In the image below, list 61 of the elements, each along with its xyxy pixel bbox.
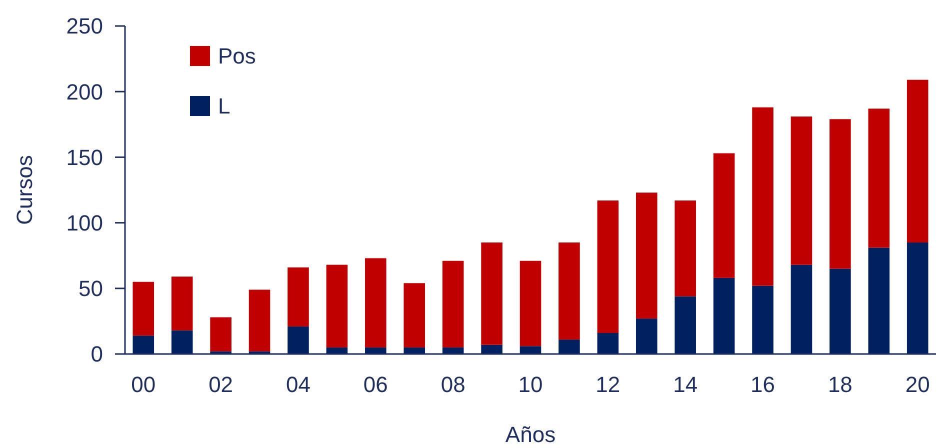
x-tick-label: 14 [673,372,698,397]
y-tick-label: 0 [90,342,103,367]
bar [365,258,386,348]
bar [790,264,812,354]
bar [171,330,193,354]
bar [713,153,735,278]
bar [442,347,464,354]
x-tick-label: 10 [518,372,543,397]
bar [830,119,851,269]
bar [752,286,774,354]
bar [210,317,232,352]
x-tick-label: 18 [828,372,852,397]
bar [752,107,774,286]
bar [868,248,890,354]
bar [636,318,658,354]
bar [481,344,502,354]
bar [132,336,154,354]
bar [404,347,426,354]
y-tick-label: 50 [78,276,103,302]
bar [597,200,619,334]
bar [365,347,386,354]
bar [597,333,619,354]
bar [906,242,928,354]
bar [558,340,580,354]
x-tick-label: 20 [905,372,930,397]
bar [674,296,696,354]
x-tick-label: 02 [208,372,234,397]
bar [326,347,348,354]
bar [520,260,542,346]
y-tick-label: 200 [66,79,103,104]
x-axis-title: Años [505,422,556,447]
y-tick-label: 250 [66,14,103,39]
legend-label: Pos [218,44,256,69]
x-tick-label: 04 [286,372,310,397]
bar [636,192,658,319]
bar [906,80,928,242]
bar [171,276,193,330]
x-tick-label: 00 [131,372,156,397]
bar [132,282,154,336]
bar [830,268,851,354]
x-tick-label: 06 [363,372,388,397]
y-axis-title: Cursos [12,155,37,225]
bar [288,267,309,326]
bar [558,242,580,340]
legend-label: L [218,94,230,119]
x-tick-label: 12 [596,372,620,397]
bar [442,260,464,348]
bar [713,278,735,354]
bar [868,108,890,248]
y-tick-label: 150 [66,144,103,170]
y-tick-label: 100 [66,210,103,236]
bar [520,346,542,354]
bar [674,200,696,296]
x-tick-label: 08 [440,372,466,397]
x-tick-label: 16 [750,372,776,397]
bar [481,242,502,345]
bar [326,264,348,348]
bar [288,326,309,354]
bar [404,283,426,348]
bar [790,116,812,265]
bar [248,290,270,352]
